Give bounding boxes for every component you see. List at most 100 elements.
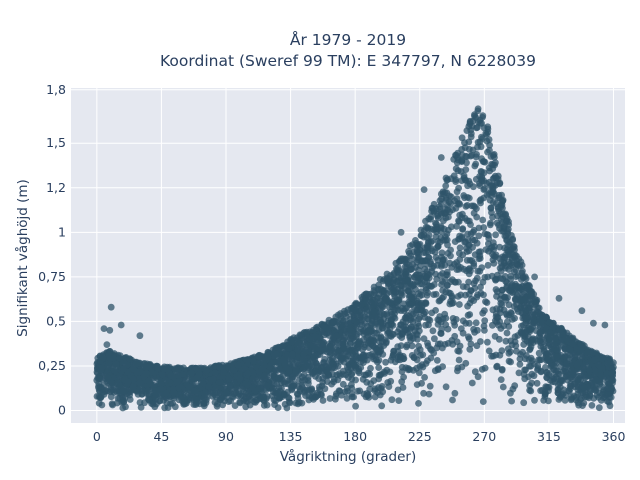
data-point [397,289,405,296]
data-point [350,393,357,401]
data-point [473,124,481,131]
data-point [343,394,351,402]
data-point [359,375,367,383]
chart-title-line-2: Koordinat (Sweref 99 TM): E 347797, N 62… [160,52,536,70]
data-point [477,283,484,291]
data-point [408,323,416,330]
data-point [503,329,511,337]
data-point [520,371,528,378]
data-point [260,372,268,379]
data-point [440,190,447,198]
data-point [416,327,423,335]
data-point [365,326,372,334]
x-tick-label: 315 [537,429,561,444]
data-point [462,177,469,184]
data-point [592,387,599,394]
data-point [414,320,422,327]
data-point [315,383,323,391]
data-point [358,316,366,324]
data-point [142,363,150,371]
data-point [591,356,598,364]
data-point [465,333,472,341]
data-point [502,211,510,219]
data-point [496,264,504,272]
data-point [400,373,407,381]
data-point [451,197,459,205]
data-point [264,353,272,361]
data-point [205,383,213,390]
data-point [129,383,137,390]
data-point [486,146,493,154]
data-point [575,401,583,409]
data-point [436,313,444,320]
data-point [139,387,147,395]
data-point [447,252,454,260]
data-point [403,341,411,349]
data-point [532,310,540,318]
data-point [405,247,412,255]
data-point [497,325,505,332]
data-point [400,268,407,276]
data-point [481,230,489,238]
data-point [528,379,535,387]
data-point [269,384,277,392]
data-point [449,396,456,404]
x-tick-label: 45 [153,429,169,444]
data-point [454,167,462,175]
data-point [436,340,444,348]
data-point [542,313,549,321]
data-point [555,396,563,403]
data-point [347,304,355,312]
data-point [477,199,484,207]
data-point [244,369,252,377]
y-tick-label: 0 [58,403,66,418]
data-point [303,328,311,336]
data-point [526,282,533,290]
data-point [301,363,309,371]
data-point [371,387,379,395]
data-point [519,348,526,356]
data-point [417,226,425,234]
data-point [414,335,421,343]
data-point [294,353,301,361]
data-point [467,287,475,294]
data-point [248,393,256,401]
data-point [344,388,351,395]
data-point [394,264,402,271]
data-point [369,341,376,349]
data-point [188,369,195,377]
data-point [391,358,399,366]
data-point [400,355,408,362]
data-point [492,351,500,359]
data-point [505,349,513,357]
data-point [256,351,263,359]
data-point [266,363,273,370]
data-point [371,393,379,401]
data-point [329,355,336,362]
data-point [323,378,331,385]
data-point [451,238,459,246]
data-point [231,402,239,409]
data-point [535,349,543,357]
data-point [371,300,379,308]
data-point [484,338,491,346]
data-point [97,394,104,402]
data-point [221,397,229,405]
data-point-outlier [106,326,114,334]
data-point [418,232,425,240]
data-point [310,357,317,365]
data-point [419,351,427,359]
data-point [337,353,345,361]
data-point [498,227,505,235]
data-point [314,391,321,399]
data-point [327,349,335,357]
data-point [510,303,518,310]
data-point [119,404,127,412]
data-point [431,335,438,343]
data-point [372,356,380,364]
data-point [456,301,463,308]
y-tick-label: 1,8 [46,82,66,97]
data-point [598,383,606,390]
data-point [462,359,470,367]
data-point [223,389,230,397]
